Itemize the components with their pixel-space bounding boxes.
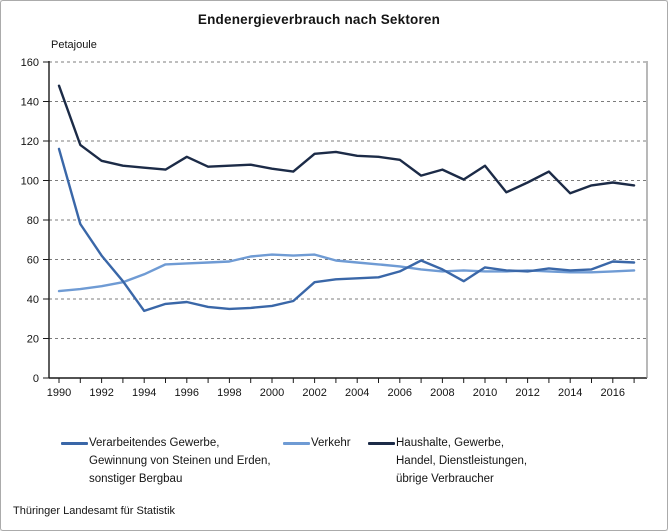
y-tick-label: 0 xyxy=(33,373,39,385)
x-tick-label: 1994 xyxy=(132,387,156,399)
legend-label-line: Gewinnung von Steinen und Erden, xyxy=(89,455,271,467)
legend-line-swatch-transport xyxy=(283,442,310,445)
y-tick-label: 40 xyxy=(27,294,39,306)
legend: Verarbeitendes Gewerbe, Gewinnung von St… xyxy=(1,434,667,496)
chart-title: Endenergieverbrauch nach Sektoren xyxy=(197,12,441,27)
legend-item-haushalte: Haushalte, Gewerbe, Handel, Dienstleistu… xyxy=(368,434,527,488)
legend-line-swatch-industry xyxy=(61,442,88,445)
x-tick-label: 2000 xyxy=(260,387,284,399)
x-tick-label: 2008 xyxy=(430,387,454,399)
series-line-1 xyxy=(57,253,636,293)
series-line-2 xyxy=(57,84,636,195)
x-tick-label: 1996 xyxy=(175,387,199,399)
plot-area: 0 20 40 60 80 100 120 140 160 1990 1992 1994 1996 199… xyxy=(21,57,648,399)
x-tick-label: 1990 xyxy=(47,387,71,399)
series-line-0 xyxy=(57,147,636,313)
x-tick-label: 2010 xyxy=(473,387,497,399)
legend-label-line: Verkehr xyxy=(311,437,351,449)
y-tick-label: 20 xyxy=(27,334,39,346)
legend-item-verkehr: Verkehr xyxy=(283,434,351,452)
legend-label-line: Handel, Dienstleistungen, xyxy=(396,455,528,467)
legend-label-line: Haushalte, Gewerbe, xyxy=(396,437,505,449)
x-tick-label: 1992 xyxy=(89,387,113,399)
x-tick-label: 2002 xyxy=(302,387,326,399)
legend-label-line: übrige Verbraucher xyxy=(396,473,494,485)
y-tick-label: 80 xyxy=(27,215,39,227)
x-tick-label: 2006 xyxy=(388,387,412,399)
legend-label-line: sonstiger Bergbau xyxy=(89,473,183,485)
legend-item-verarbeitendes-gewerbe: Verarbeitendes Gewerbe, Gewinnung von St… xyxy=(61,434,271,488)
source-credit: Thüringer Landesamt für Statistik xyxy=(13,505,176,517)
x-tick-label: 1998 xyxy=(217,387,241,399)
y-tick-label: 60 xyxy=(27,255,39,267)
x-tick-label: 2004 xyxy=(345,387,369,399)
x-tick-label: 2014 xyxy=(558,387,582,399)
y-axis-unit-label: Petajoule xyxy=(51,39,97,51)
y-tick-label: 120 xyxy=(21,136,39,148)
legend-label-line: Verarbeitendes Gewerbe, xyxy=(89,437,220,449)
y-tick-label: 100 xyxy=(21,176,39,188)
y-tick-label: 140 xyxy=(21,97,39,109)
x-tick-label: 2012 xyxy=(515,387,539,399)
x-tick-label: 2016 xyxy=(601,387,625,399)
y-tick-label: 160 xyxy=(21,57,39,69)
legend-line-swatch-households xyxy=(368,442,395,445)
